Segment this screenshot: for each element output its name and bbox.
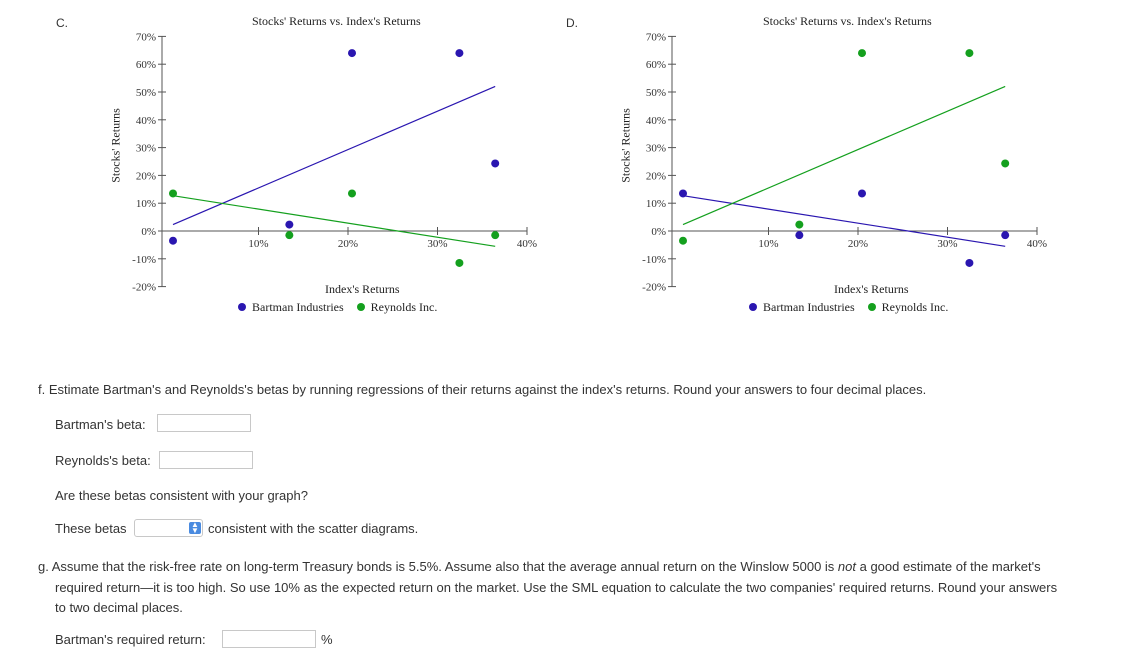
point-reynolds: [169, 189, 177, 198]
y-tick-label: -20%: [132, 282, 156, 294]
chart-c-title: Stocks' Returns vs. Index's Returns: [252, 14, 421, 28]
point-bartman: [285, 220, 294, 229]
chart-c-plot: 70% 60% 50% 40% 30% 20% 10% 0% -10% -20% 10% 20% 30%…: [132, 31, 537, 294]
chart-c-letter: C.: [56, 16, 68, 30]
x-tick-label: 20%: [338, 238, 358, 250]
y-tick-label: 30%: [646, 143, 666, 155]
consistency-question: Are these betas consistent with your gra…: [55, 488, 308, 503]
y-tick-label: 10%: [136, 198, 156, 210]
trendline-reynolds: [172, 195, 496, 247]
x-tick-label: 30%: [427, 238, 447, 250]
point-reynolds: [795, 220, 804, 229]
bartman-beta-input[interactable]: [157, 414, 251, 432]
point-reynolds: [348, 189, 356, 198]
trendline-bartman: [682, 195, 1006, 247]
chart-c: C. Stocks' Returns vs. Index's Returns S…: [0, 0, 560, 330]
y-tick-label: 60%: [646, 59, 666, 71]
point-bartman: [795, 231, 804, 240]
legend-dot-bartman: [238, 303, 246, 311]
legend-dot-reynolds: [867, 303, 876, 311]
legend-label-reynolds: Reynolds Inc.: [881, 300, 949, 314]
point-bartman: [455, 49, 464, 58]
point-reynolds: [491, 231, 500, 240]
y-tick-label: 20%: [646, 170, 666, 182]
legend-label-bartman: Bartman Industries: [763, 300, 855, 314]
point-reynolds: [965, 49, 974, 58]
y-tick-label: 40%: [136, 115, 156, 127]
point-bartman: [965, 258, 974, 267]
y-tick-label: 10%: [646, 198, 666, 210]
point-bartman: [348, 49, 356, 58]
y-tick-label: 30%: [136, 143, 156, 155]
x-tick-label: 10%: [758, 238, 778, 250]
question-g-prompt: g. Assume that the risk-free rate on lon…: [38, 557, 1128, 619]
these-betas-label: These betas: [55, 521, 127, 536]
point-bartman: [169, 236, 177, 245]
consistency-suffix: consistent with the scatter diagrams.: [208, 521, 419, 536]
chart-d-letter: D.: [566, 16, 578, 30]
y-tick-label: 20%: [136, 170, 156, 182]
y-tick-label: 70%: [136, 31, 156, 43]
y-tick-label: 70%: [646, 31, 666, 43]
y-tick-label: 50%: [646, 87, 666, 99]
y-tick-label: -10%: [132, 254, 156, 266]
trendline-bartman: [172, 85, 496, 226]
y-tick-label: 0%: [651, 226, 666, 238]
point-reynolds: [455, 258, 464, 267]
point-reynolds: [1001, 159, 1010, 168]
legend-dot-reynolds: [356, 303, 365, 311]
question-g-part2: a good estimate of the market's: [856, 559, 1041, 574]
y-tick-label: 50%: [136, 87, 156, 99]
y-tick-label: 40%: [646, 115, 666, 127]
point-reynolds: [285, 231, 294, 240]
reynolds-beta-input[interactable]: [159, 451, 253, 469]
question-g-line2: required return—it is too high. So use 1…: [55, 579, 1058, 595]
y-tick-label: 0%: [141, 226, 156, 238]
point-bartman: [858, 189, 866, 198]
x-tick-label: 30%: [937, 238, 957, 250]
trendline-reynolds: [682, 85, 1006, 226]
legend-dot-bartman: [749, 303, 757, 311]
chart-d-title: Stocks' Returns vs. Index's Returns: [763, 14, 932, 28]
question-f-prompt: f. Estimate Bartman's and Reynolds's bet…: [38, 382, 927, 397]
consistency-select[interactable]: ▲ ▼: [134, 519, 203, 537]
y-tick-label: -10%: [642, 254, 666, 266]
chart-d-ylabel: Stocks' Returns: [618, 108, 633, 183]
bartman-required-label: Bartman's required return:: [55, 632, 206, 647]
x-tick-label: 40%: [517, 238, 537, 250]
reynolds-beta-label: Reynolds's beta:: [55, 453, 151, 468]
chart-c-xlabel: Index's Returns: [325, 282, 400, 296]
legend-label-bartman: Bartman Industries: [252, 300, 344, 314]
bartman-beta-label: Bartman's beta:: [55, 417, 146, 432]
point-bartman: [679, 189, 687, 198]
question-g-line3: to two decimal places.: [55, 600, 183, 615]
point-reynolds: [858, 49, 866, 58]
point-bartman: [1001, 231, 1010, 240]
chart-d-legend: Bartman Industries Reynolds Inc.: [749, 300, 948, 315]
x-tick-label: 40%: [1027, 238, 1047, 250]
x-tick-label: 10%: [248, 238, 268, 250]
chart-c-legend: Bartman Industries Reynolds Inc.: [238, 300, 437, 315]
point-reynolds: [679, 236, 687, 245]
y-tick-label: -20%: [642, 282, 666, 294]
y-tick-label: 60%: [136, 59, 156, 71]
chevron-up-down-icon: ▲ ▼: [189, 521, 201, 535]
point-bartman: [491, 159, 500, 168]
chart-d-xlabel: Index's Returns: [834, 282, 909, 296]
bartman-required-input[interactable]: [222, 630, 316, 648]
question-g-emphasis: not: [837, 559, 856, 574]
percent-sign: %: [321, 632, 333, 647]
question-g-part1: g. Assume that the risk-free rate on lon…: [38, 559, 838, 574]
x-tick-label: 20%: [848, 238, 868, 250]
legend-label-reynolds: Reynolds Inc.: [370, 300, 438, 314]
